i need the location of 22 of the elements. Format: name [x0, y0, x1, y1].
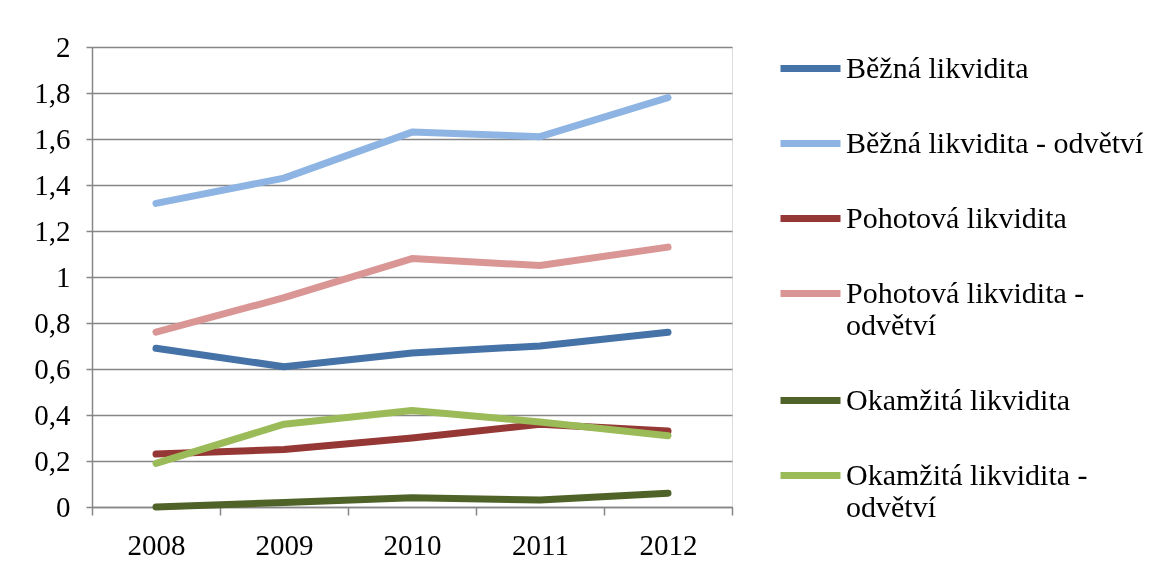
legend-label: Běžná likvidita [846, 50, 1029, 84]
y-tick-label: 0,2 [34, 444, 71, 477]
x-tick-label: 2008 [127, 528, 186, 561]
y-tick-label: 0,8 [34, 306, 71, 339]
y-tick-label: 0 [56, 490, 71, 523]
y-tick-label: 0,6 [34, 352, 71, 385]
x-tick-label: 2010 [383, 528, 442, 561]
legend-label: Běžná likvidita - odvětví [846, 125, 1145, 159]
y-tick-label: 2 [56, 30, 71, 63]
legend-label: Okamžitá likvidita [846, 382, 1071, 416]
legend-label: Okamžitá likvidita - odvětví [846, 457, 1088, 523]
legend-label: Pohotová likvidita - odvětví [846, 275, 1085, 341]
y-tick-label: 1 [56, 260, 71, 293]
y-tick-label: 1,4 [34, 168, 71, 201]
y-tick-label: 1,8 [34, 76, 71, 109]
y-tick-label: 1,6 [34, 122, 71, 155]
x-tick-label: 2012 [639, 528, 698, 561]
x-tick-label: 2011 [512, 528, 569, 561]
y-tick-label: 0,4 [34, 398, 71, 431]
x-tick-label: 2009 [255, 528, 314, 561]
legend-label: Pohotová likvidita [846, 200, 1067, 234]
y-tick-label: 1,2 [34, 214, 71, 247]
